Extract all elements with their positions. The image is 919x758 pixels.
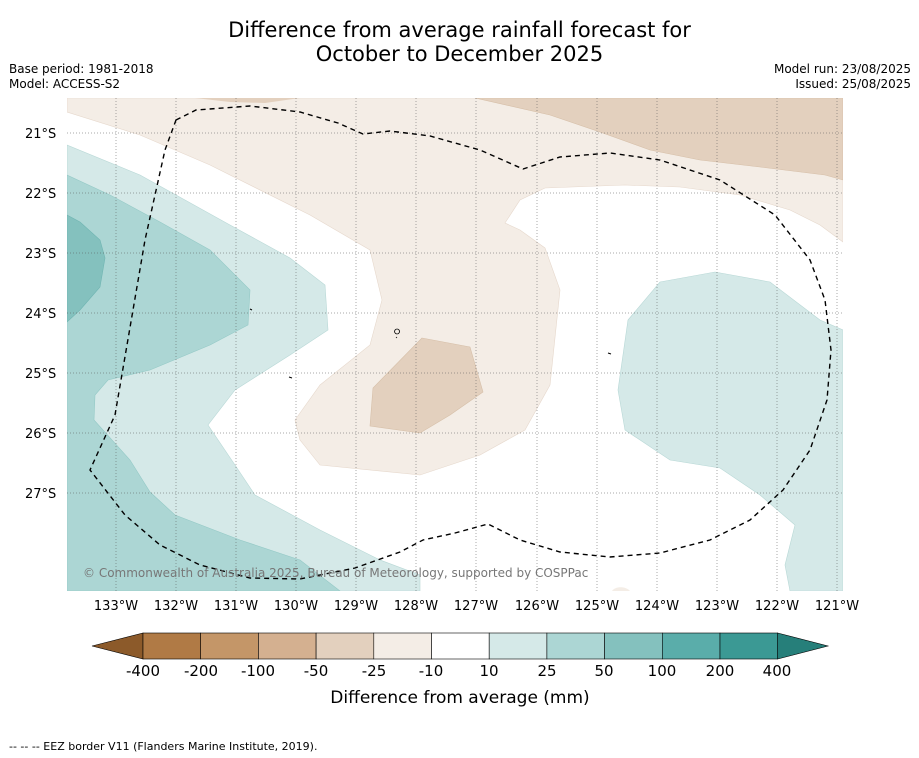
wet-patch-east — [617, 271, 843, 591]
lat-label-25: 25°S — [25, 367, 56, 382]
colorbar-labels: -400 -200 -100 -50 -25 -10 10 25 50 100 … — [126, 662, 791, 680]
colorbar-label: 100 — [648, 662, 677, 680]
colorbar-swatch — [604, 632, 663, 660]
colorbar-label: 50 — [594, 662, 613, 680]
lon-label-128: 128°W — [394, 599, 438, 614]
dry-sliver-top — [195, 98, 300, 103]
colorbar-swatch — [546, 632, 605, 660]
lat-label-22: 22°S — [25, 187, 56, 202]
lat-label-27: 27°S — [25, 487, 56, 502]
title-line-1: Difference from average rainfall forecas… — [228, 18, 691, 42]
island-mark-2 — [607, 352, 612, 355]
lon-label-133: 133°W — [94, 599, 138, 614]
colorbar-swatch — [719, 632, 779, 660]
longitude-labels: 133°W 132°W 131°W 130°W 129°W 128°W 127°… — [94, 599, 859, 614]
lon-label-126: 126°W — [515, 599, 559, 614]
dry-patch-center — [369, 337, 484, 434]
lat-label-23: 23°S — [25, 247, 56, 262]
colorbar-swatch — [488, 632, 548, 660]
eez-border — [89, 105, 832, 580]
lon-label-125: 125°W — [575, 599, 619, 614]
map-panel: © Commonwealth of Australia 2025, Bureau… — [67, 98, 843, 591]
lon-label-131: 131°W — [214, 599, 258, 614]
colorbar: -400 -200 -100 -50 -25 -10 10 25 50 100 … — [91, 632, 830, 708]
colorbar-swatch — [200, 632, 259, 660]
colorbar-label: -400 — [126, 662, 160, 680]
lon-label-123: 123°W — [695, 599, 739, 614]
lon-label-130: 130°W — [274, 599, 318, 614]
lon-label-121: 121°W — [815, 599, 859, 614]
colorbar-title: Difference from average (mm) — [330, 688, 589, 708]
graticule — [67, 98, 843, 591]
island-mark-3 — [288, 376, 293, 379]
lon-label-129: 129°W — [334, 599, 378, 614]
island-mark-4 — [249, 308, 253, 311]
island-mark-1 — [394, 328, 400, 339]
meta-right: Model run: 23/08/2025 Issued: 25/08/2025 — [774, 62, 911, 92]
colorbar-swatch — [258, 632, 317, 660]
latitude-labels: 21°S 22°S 23°S 24°S 25°S 26°S 27°S — [25, 127, 56, 502]
colorbar-label: -100 — [241, 662, 275, 680]
colorbar-swatch — [373, 632, 432, 660]
colorbar-swatch — [91, 632, 144, 660]
model-name: Model: ACCESS-S2 — [9, 77, 121, 91]
meta-left: Base period: 1981-2018 Model: ACCESS-S2 — [9, 62, 154, 92]
issued-date: Issued: 25/08/2025 — [795, 77, 911, 91]
lat-label-24: 24°S — [25, 307, 56, 322]
map-title: Difference from average rainfall forecas… — [0, 18, 919, 66]
lon-label-124: 124°W — [635, 599, 679, 614]
title-line-2: October to December 2025 — [315, 42, 604, 66]
dry-patch-top-right — [474, 98, 843, 181]
lon-label-132: 132°W — [154, 599, 198, 614]
wet-core-west — [67, 214, 106, 323]
colorbar-swatch — [142, 632, 202, 660]
model-run: Model run: 23/08/2025 — [773, 62, 911, 76]
colorbar-label: -200 — [184, 662, 218, 680]
colorbar-swatches — [91, 632, 830, 660]
lat-label-26: 26°S — [25, 427, 56, 442]
colorbar-swatch — [431, 632, 490, 660]
lat-label-21: 21°S — [25, 127, 56, 142]
lon-label-122: 122°W — [755, 599, 799, 614]
base-period: Base period: 1981-2018 — [9, 62, 154, 76]
footnote-eez: -- -- -- EEZ border V11 (Flanders Marine… — [9, 740, 318, 753]
colorbar-label: 400 — [763, 662, 792, 680]
lon-label-127: 127°W — [454, 599, 498, 614]
colorbar-label: -50 — [304, 662, 329, 680]
colorbar-label: -10 — [419, 662, 444, 680]
colorbar-swatch — [315, 632, 375, 660]
colorbar-label: -25 — [362, 662, 387, 680]
colorbar-label: 25 — [537, 662, 556, 680]
copyright-text: © Commonwealth of Australia 2025, Bureau… — [83, 566, 588, 580]
dry-speck-bottom — [612, 587, 630, 591]
colorbar-label: 200 — [706, 662, 735, 680]
colorbar-swatch — [661, 632, 721, 660]
colorbar-swatch — [777, 632, 830, 660]
colorbar-label: 10 — [479, 662, 498, 680]
wet-patch-west — [67, 174, 341, 591]
